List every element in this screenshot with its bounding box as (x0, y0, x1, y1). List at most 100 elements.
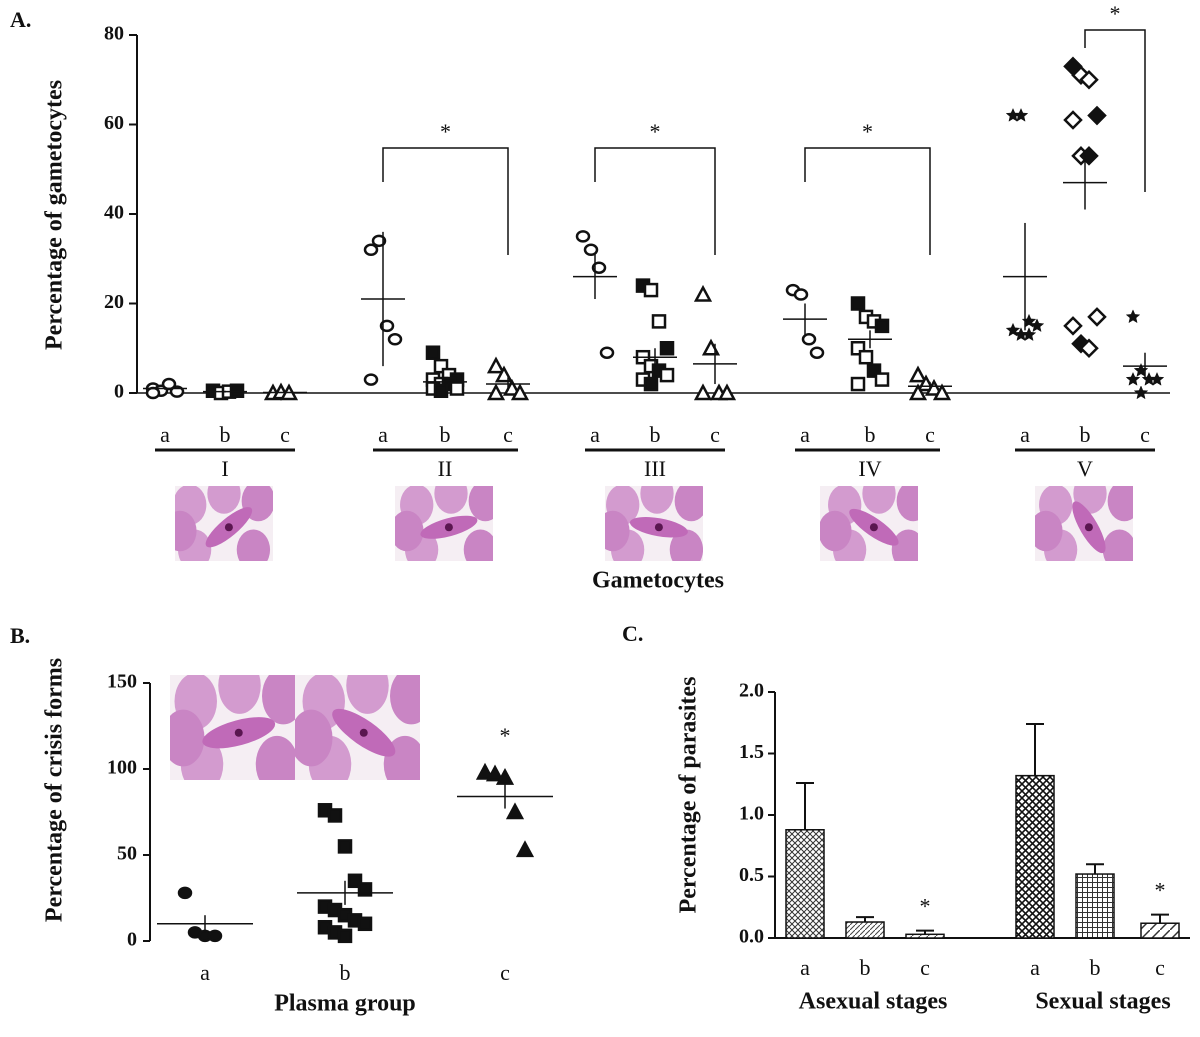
error-bar (796, 782, 814, 830)
data-point (1149, 371, 1165, 386)
x-tick-label: a (200, 960, 210, 985)
x-tick-label: c (710, 422, 720, 447)
bar (905, 933, 945, 939)
data-point (643, 282, 659, 298)
data-point (874, 372, 890, 387)
cell (1107, 486, 1133, 522)
data-point (229, 383, 245, 399)
y-tick-label: 20 (104, 291, 124, 313)
y-tick-label: 100 (107, 757, 137, 779)
nucleus (654, 523, 663, 532)
stage-label: I (221, 456, 228, 481)
significance-bracket (594, 147, 716, 255)
significance-bracket (1084, 29, 1146, 192)
data-point (337, 928, 353, 944)
micrograph (820, 486, 918, 561)
data-point (1079, 338, 1099, 359)
nucleus (444, 523, 453, 532)
data-point (1133, 385, 1149, 400)
data-point (1063, 316, 1083, 336)
data-point (874, 318, 890, 334)
error-bar (856, 916, 874, 923)
data-point (1063, 110, 1083, 130)
micrograph (395, 486, 493, 561)
group-label: Sexual stages (1035, 989, 1170, 1015)
cell (674, 486, 703, 522)
cell (862, 486, 896, 514)
data-point (717, 383, 737, 401)
cell (255, 735, 295, 780)
cell (346, 675, 389, 714)
significance-bracket (804, 147, 931, 255)
data-point (599, 346, 615, 359)
data-point (908, 365, 928, 383)
y-tick-label: 2.0 (739, 680, 764, 702)
x-tick-label: a (378, 422, 388, 447)
data-point (583, 243, 599, 257)
data-point (449, 381, 465, 396)
data-point (801, 333, 817, 346)
x-tick-label: b (340, 960, 351, 985)
panel-label: A. (10, 7, 31, 32)
x-tick-label: b (1090, 955, 1101, 980)
significance-marker: * (440, 119, 451, 144)
significance-marker: * (650, 119, 661, 144)
stage-label: IV (858, 456, 881, 481)
cell (820, 510, 852, 552)
data-point (505, 802, 525, 820)
cell (891, 529, 918, 561)
data-point (510, 383, 530, 401)
x-axis-label: Gametocytes (592, 568, 724, 594)
y-tick-label: 60 (104, 112, 124, 134)
x-tick-label: c (1155, 955, 1165, 980)
x-tick-label: a (800, 422, 810, 447)
cell (175, 510, 197, 552)
micrograph (1035, 486, 1133, 561)
data-point (486, 356, 506, 374)
nucleus (234, 728, 243, 737)
cell (669, 529, 703, 561)
significance-marker: * (920, 894, 931, 919)
x-tick-label: b (860, 955, 871, 980)
data-point (908, 383, 928, 401)
data-point (486, 383, 506, 401)
data-point (659, 367, 675, 383)
stage-label: III (644, 456, 666, 481)
y-axis-label: Percentage of gametocytes (42, 80, 68, 350)
significance-marker: * (1110, 1, 1121, 26)
x-tick-label: c (503, 422, 513, 447)
y-tick-label: 1.5 (739, 741, 764, 763)
data-point (575, 230, 591, 243)
data-point (387, 333, 403, 346)
significance-marker: * (1155, 878, 1166, 903)
data-point (1013, 107, 1029, 122)
cell (207, 486, 241, 514)
significance-bracket (382, 147, 509, 255)
micrograph (295, 675, 420, 780)
data-point (850, 296, 866, 311)
cell (896, 486, 918, 522)
cell (605, 510, 630, 552)
error-bar (916, 929, 934, 935)
x-tick-label: c (500, 960, 510, 985)
cell (1102, 529, 1133, 561)
x-tick-label: b (440, 422, 451, 447)
x-tick-label: b (650, 422, 661, 447)
data-point (809, 346, 825, 359)
data-point (850, 376, 866, 392)
significance-marker: * (500, 723, 511, 748)
nucleus (1084, 523, 1093, 532)
significance-marker: * (862, 119, 873, 144)
data-point (425, 345, 441, 360)
nucleus (359, 728, 368, 737)
data-point (145, 386, 161, 400)
x-tick-label: a (800, 955, 810, 980)
y-tick-label: 0 (114, 381, 124, 403)
cell (170, 709, 205, 767)
micrograph (170, 675, 295, 780)
error-bar (1026, 722, 1044, 776)
x-tick-label: a (1020, 422, 1030, 447)
micrograph (605, 486, 703, 561)
cell (262, 675, 295, 725)
